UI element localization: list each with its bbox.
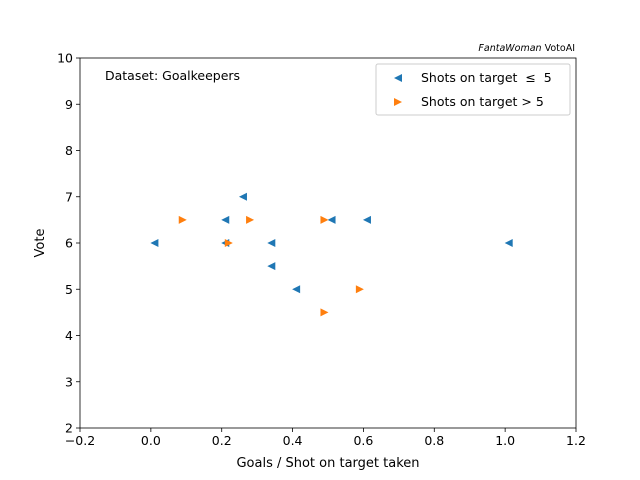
x-tick-label: 0.4 [283,433,303,448]
legend-label-series-1: Shots on target ≤ 5 [421,70,552,85]
y-tick-label: 2 [65,421,73,436]
marker-shots-le-5 [504,239,513,247]
chart-credit-text: VotoAI [542,43,575,54]
marker-shots-gt-5 [320,308,329,317]
x-tick-label: 1.0 [495,433,515,448]
marker-shots-le-5 [327,215,336,224]
x-tick-label: 0.6 [353,433,373,448]
x-tick-label: 0.0 [141,433,161,448]
y-tick-label: 10 [57,51,73,66]
marker-shots-le-5 [267,262,276,271]
y-axis-label: Vote [33,229,48,258]
x-axis-label: Goals / Shot on target taken [236,456,419,471]
x-tick-label: 1.2 [566,433,586,448]
y-tick-label: 7 [65,189,73,204]
chart-credit-italic: FantaWoman [478,43,541,54]
y-tick-label: 6 [65,236,73,251]
y-tick-label: 4 [65,328,73,343]
marker-shots-le-5 [238,192,247,201]
x-tick-label: −0.2 [65,433,95,448]
legend-marker-series-2 [394,98,402,106]
data-markers [150,192,513,317]
marker-shots-gt-5 [355,285,364,294]
marker-shots-le-5 [362,215,371,224]
marker-shots-le-5 [150,239,159,247]
marker-shots-le-5 [221,215,230,224]
y-tick-label: 3 [65,374,73,389]
chart-credit: FantaWoman VotoAI [478,43,575,54]
legend-marker-series-1 [394,74,402,82]
x-axis: −0.2 0.0 0.2 0.4 0.6 0.8 1.0 1.2 [65,428,586,448]
marker-shots-le-5 [267,239,276,247]
marker-shots-gt-5 [178,215,187,224]
x-tick-label: 0.8 [424,433,444,448]
marker-shots-gt-5 [224,239,233,247]
legend: Shots on target ≤ 5 Shots on target > 5 [375,63,571,116]
legend-marker-shots-le-5 [394,74,402,82]
legend-marker-shots-gt-5 [394,98,402,106]
y-tick-label: 9 [65,97,73,112]
plot-area [79,57,577,429]
x-tick-label: 0.2 [212,433,232,448]
marker-shots-gt-5 [246,215,255,224]
legend-box [375,63,571,116]
y-tick-label: 5 [65,282,73,297]
dataset-annotation: Dataset: Goalkeepers [105,68,240,83]
legend-label-series-2: Shots on target > 5 [421,94,544,109]
marker-shots-le-5 [292,285,301,294]
y-tick-label: 8 [65,143,73,158]
marker-shots-gt-5 [320,215,329,224]
y-axis: 2 3 4 5 6 7 8 9 10 [57,51,80,436]
